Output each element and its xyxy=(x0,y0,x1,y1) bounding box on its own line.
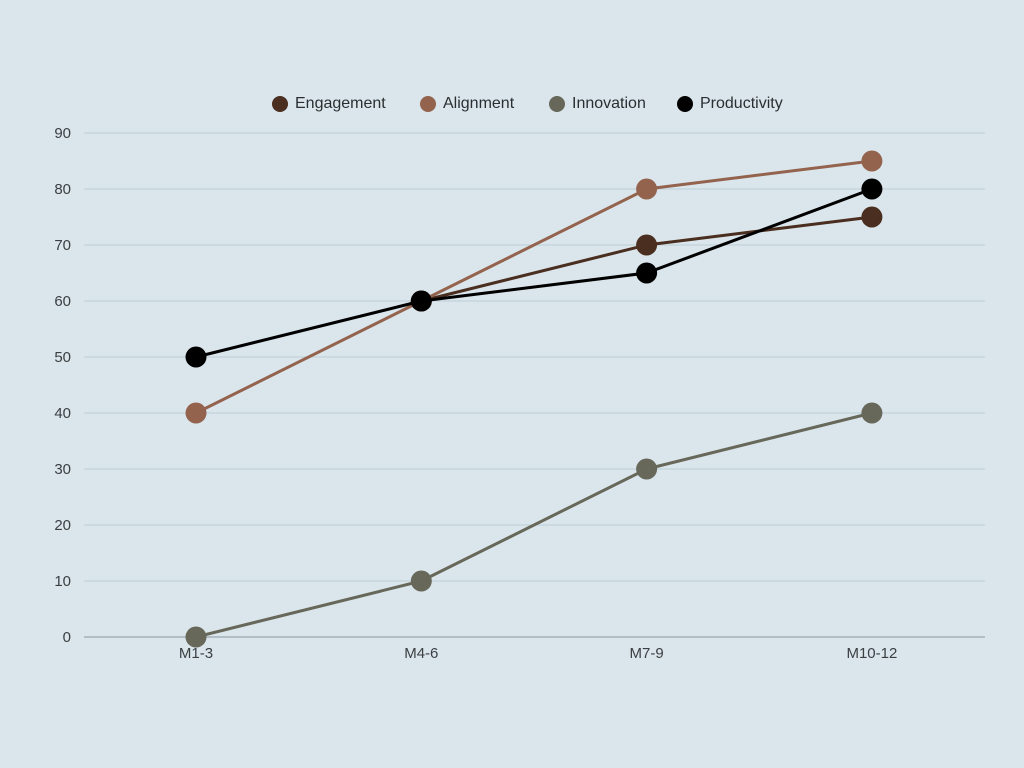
data-point-alignment xyxy=(861,150,883,172)
y-tick-label: 60 xyxy=(54,293,71,310)
legend-marker-innovation xyxy=(549,96,565,112)
legend-marker-engagement xyxy=(272,96,288,112)
series-line-innovation xyxy=(195,411,873,639)
data-point-productivity xyxy=(636,262,658,284)
legend-item-alignment: Alignment xyxy=(420,95,515,112)
legend-label-innovation: Innovation xyxy=(572,95,646,112)
data-point-productivity xyxy=(861,178,883,200)
legend-label-productivity: Productivity xyxy=(700,95,783,112)
legend-item-innovation: Innovation xyxy=(549,95,646,112)
data-point-innovation xyxy=(185,626,207,648)
legend-label-alignment: Alignment xyxy=(443,95,515,112)
x-tick-label: M4-6 xyxy=(404,645,438,662)
data-point-innovation xyxy=(410,570,432,592)
axis-layer: 0 10 20 30 40 50 60 70 80 90 M1-3 M4-6 M7-9 M10-12 xyxy=(54,125,985,662)
legend-label-engagement: Engagement xyxy=(295,95,386,112)
data-point-engagement xyxy=(861,206,883,228)
x-tick-label: M1-3 xyxy=(179,645,213,662)
y-tick-label: 30 xyxy=(54,461,71,478)
series-layer xyxy=(185,150,883,648)
legend-item-engagement: Engagement xyxy=(272,95,386,112)
data-point-engagement xyxy=(636,234,658,256)
series-line-productivity xyxy=(195,187,873,359)
y-tick-label: 0 xyxy=(63,629,71,646)
x-tick-label: M7-9 xyxy=(630,645,664,662)
series-engagement xyxy=(410,206,883,312)
series-productivity xyxy=(185,178,883,368)
legend: Engagement Alignment Innovation Productivit… xyxy=(272,95,783,112)
data-point-alignment xyxy=(185,402,207,424)
series-line-alignment xyxy=(195,159,873,415)
y-tick-label: 90 xyxy=(54,125,71,142)
y-tick-label: 20 xyxy=(54,517,71,534)
data-point-productivity xyxy=(185,346,207,368)
series-line-engagement xyxy=(420,215,873,303)
y-tick-label: 70 xyxy=(54,237,71,254)
data-point-alignment xyxy=(636,178,658,200)
legend-marker-productivity xyxy=(677,96,693,112)
y-tick-label: 50 xyxy=(54,349,71,366)
data-point-innovation xyxy=(636,458,658,480)
y-tick-label: 80 xyxy=(54,181,71,198)
legend-item-productivity: Productivity xyxy=(677,95,783,112)
data-point-innovation xyxy=(861,402,883,424)
y-tick-label: 10 xyxy=(54,573,71,590)
data-point-productivity xyxy=(410,290,432,312)
x-tick-label: M10-12 xyxy=(846,645,897,662)
series-innovation xyxy=(185,402,883,648)
grid-layer xyxy=(84,132,985,582)
legend-marker-alignment xyxy=(420,96,436,112)
y-tick-label: 40 xyxy=(54,405,71,422)
